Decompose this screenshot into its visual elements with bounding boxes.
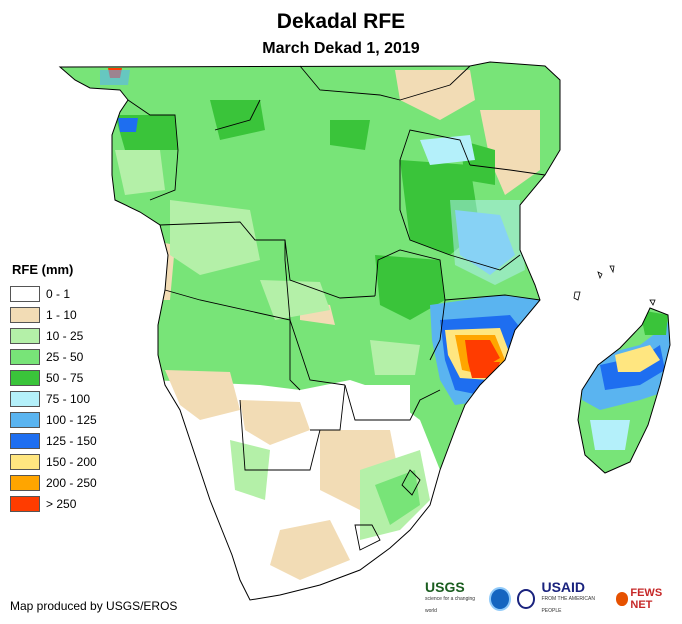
legend-label: 0 - 1 (46, 286, 71, 301)
legend-swatch (10, 285, 40, 302)
legend-label: 125 - 150 (46, 433, 97, 448)
legend-item: 25 - 50 (10, 346, 130, 367)
legend-label: 200 - 250 (46, 475, 97, 490)
legend-label: 50 - 75 (46, 370, 84, 385)
legend-swatch (10, 306, 40, 323)
legend-rows: 0 - 1 1 - 10 10 - 25 25 - 50 50 - 75 75 - 100… (10, 283, 130, 514)
legend-label: 75 - 100 (46, 391, 91, 406)
legend-item: 150 - 200 (10, 451, 130, 472)
legend-swatch (10, 495, 40, 512)
legend-label: 10 - 25 (46, 328, 84, 343)
legend-label: 150 - 200 (46, 454, 97, 469)
legend-item: 100 - 125 (10, 409, 130, 430)
logo-strip: USGS science for a changing world USAID … (425, 579, 682, 617)
legend-item: 0 - 1 (10, 283, 130, 304)
legend-label: 25 - 50 (46, 349, 84, 364)
map-subtitle: March Dekad 1, 2019 (262, 40, 420, 57)
legend-item: > 250 (10, 493, 130, 514)
legend-swatch (10, 327, 40, 344)
legend-item: 50 - 75 (10, 367, 130, 388)
usaid-wordmark: USAID (541, 579, 586, 595)
usaid-logo: USAID FROM THE AMERICAN PEOPLE (541, 579, 609, 617)
legend-swatch (10, 390, 40, 407)
legend-swatch (10, 474, 40, 491)
globe-icon (615, 592, 629, 606)
fews-net-wordmark: FEWS NET (630, 587, 663, 611)
usaid-seal-icon (516, 589, 536, 609)
legend-swatch (10, 369, 40, 386)
legend-swatch (10, 453, 40, 470)
fews-net-logo: FEWS NET (615, 587, 682, 611)
map-title: Dekadal RFE (276, 10, 406, 33)
usgs-wordmark: USGS (425, 579, 465, 595)
madagascar-rainfall (578, 308, 670, 473)
map-credit: Map produced by USGS/EROS (10, 599, 178, 613)
country-borders (127, 65, 546, 551)
usgs-logo: USGS science for a changing world (425, 579, 483, 617)
islands (573, 265, 656, 306)
legend-item: 10 - 25 (10, 325, 130, 346)
legend-title: RFE (mm) (12, 262, 74, 277)
legend-swatch (10, 348, 40, 365)
legend-label: 100 - 125 (46, 412, 97, 427)
legend-swatch (10, 411, 40, 428)
legend-item: 1 - 10 (10, 304, 130, 325)
legend-label: 1 - 10 (46, 307, 77, 322)
map-legend: RFE (mm) 0 - 1 1 - 10 10 - 25 25 - 50 50 - 7… (10, 262, 130, 514)
legend-item: 200 - 250 (10, 472, 130, 493)
usgs-tagline: science for a changing world (425, 596, 476, 614)
legend-swatch (10, 432, 40, 449)
usaid-tagline: FROM THE AMERICAN PEOPLE (541, 596, 595, 614)
legend-item: 75 - 100 (10, 388, 130, 409)
noaa-seal-icon (488, 587, 511, 611)
legend-label: > 250 (46, 496, 77, 511)
legend-item: 125 - 150 (10, 430, 130, 451)
